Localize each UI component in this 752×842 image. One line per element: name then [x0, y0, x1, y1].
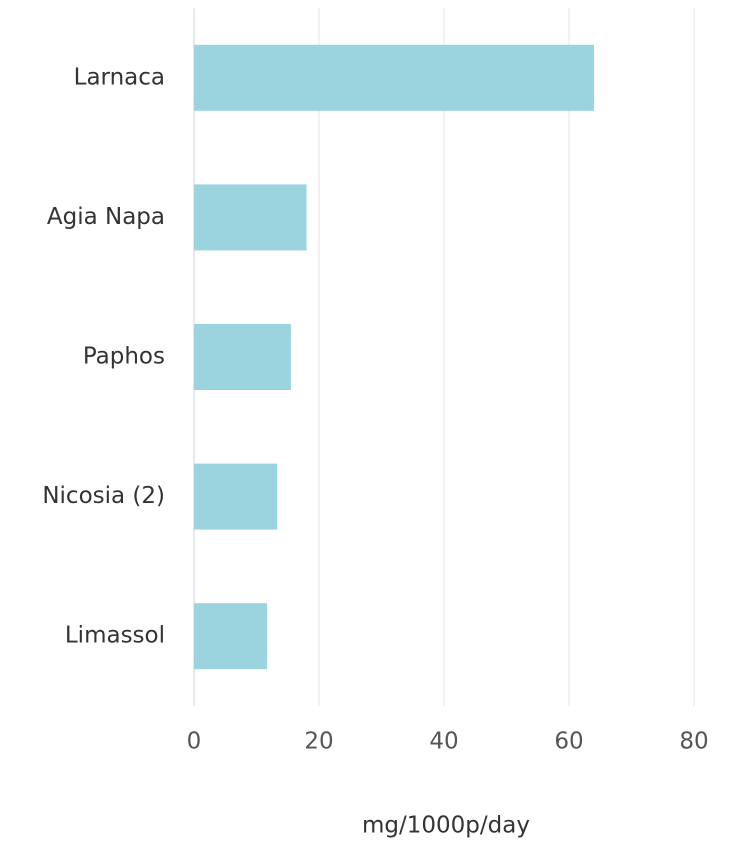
bar [194, 324, 291, 390]
y-tick-label: Nicosia (2) [42, 483, 165, 509]
x-tick-label: 40 [429, 729, 458, 755]
x-tick-label: 80 [679, 729, 708, 755]
y-tick-label: Limassol [65, 623, 165, 649]
y-tick-label: Paphos [83, 344, 165, 370]
y-tick-label: Larnaca [74, 64, 165, 90]
x-axis-title: mg/1000p/day [362, 813, 530, 839]
x-tick-label: 60 [554, 729, 583, 755]
x-tick-label: 0 [187, 729, 202, 755]
y-tick-label: Agia Napa [47, 204, 165, 230]
x-tick-label: 20 [304, 729, 333, 755]
bar [194, 44, 594, 111]
bar [194, 463, 278, 530]
bar [194, 603, 268, 670]
bar [194, 184, 307, 251]
